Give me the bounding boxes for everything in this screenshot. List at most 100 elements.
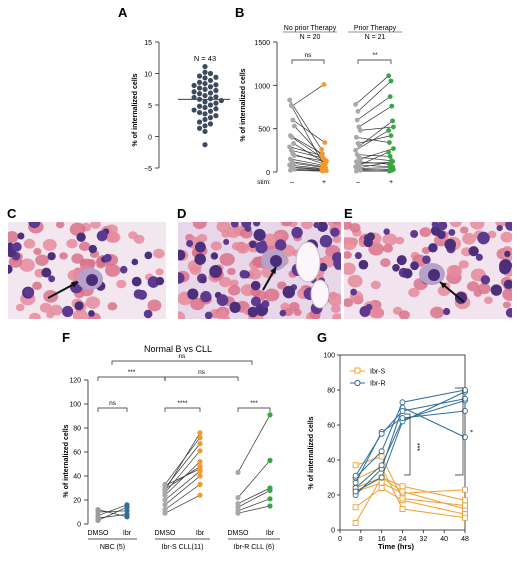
panel-b-pair-line <box>291 137 325 160</box>
panel-f-xtick-label: DMSO <box>155 530 177 537</box>
panel-b-point-unstim <box>354 168 359 174</box>
panel-a-ytick-label: −5 <box>144 166 152 173</box>
red-blood-cell <box>216 222 231 233</box>
lymphocyte-nucleus <box>17 232 25 240</box>
red-blood-cell <box>147 299 162 312</box>
panel-g-marker-ibr-s <box>399 483 406 490</box>
red-blood-cell <box>153 248 165 259</box>
panel-b-pair-line <box>357 135 392 144</box>
panel-f-point-dmso <box>162 502 168 508</box>
arrow-head-icon <box>440 282 447 289</box>
lymphocyte-nucleus <box>255 241 268 254</box>
panel-a-ytick-label: 5 <box>148 103 152 110</box>
lymphocyte-nucleus <box>230 222 239 228</box>
panel-g-series-line <box>355 455 466 506</box>
red-blood-cell <box>398 310 410 319</box>
panel-b-point-unstim <box>290 117 296 123</box>
red-blood-cell <box>19 258 35 272</box>
red-blood-cell <box>382 244 393 253</box>
panel-b-point-stim <box>391 124 396 130</box>
lymphocyte-nucleus <box>194 253 206 265</box>
panel-b-pair-line <box>355 75 389 105</box>
lymphocyte-nucleus <box>358 259 369 270</box>
red-blood-cell <box>370 280 381 290</box>
panel-f-pair-line <box>164 450 201 494</box>
panel-f-pair-line <box>164 475 201 506</box>
panel-b-stim-minus-1: – <box>290 179 294 186</box>
panel-g-xtick-label: 24 <box>399 536 407 543</box>
lymphocyte-nucleus <box>354 252 362 260</box>
lymphocyte-nucleus <box>475 253 483 261</box>
red-blood-cell <box>155 268 164 276</box>
lymphocyte-nucleus <box>209 264 223 278</box>
panel-g-marker-ibr-s <box>462 502 468 509</box>
red-blood-cell <box>178 311 186 319</box>
panel-f-pair-line <box>237 487 271 504</box>
red-blood-cell <box>248 268 262 280</box>
panel-f-point-ibr <box>197 435 203 441</box>
lymphocyte-nucleus <box>178 249 186 261</box>
red-blood-cell <box>66 238 78 249</box>
panel-f-point-dmso <box>162 507 168 513</box>
panel-f-point-dmso <box>162 483 168 489</box>
lymphocyte-nucleus <box>499 262 511 275</box>
panel-f-group-label: Ibr-S CLL(11) <box>162 544 204 551</box>
red-blood-cell <box>344 262 356 275</box>
macrophage-nucleus <box>270 255 282 267</box>
panel-b-point-stim <box>320 155 326 161</box>
red-blood-cell <box>15 303 25 312</box>
panel-f-group-label: Ibr-R CLL (6) <box>234 544 275 551</box>
panel-a-dot <box>213 74 219 80</box>
red-blood-cell <box>382 233 398 246</box>
micrograph-e <box>344 222 512 319</box>
lymphocyte-nucleus <box>74 301 84 311</box>
panel-f-ytick-label: 20 <box>73 498 81 505</box>
lymphocyte-nucleus <box>504 250 511 258</box>
panel-a-dot <box>207 121 214 127</box>
red-blood-cell <box>282 222 292 227</box>
panel-b-pair-line <box>289 99 322 150</box>
panel-letter-e: E <box>344 206 353 221</box>
panel-f-point-ibr <box>267 412 273 418</box>
panel-b-pair-line <box>291 84 325 107</box>
panel-g-marker-ibr-r <box>462 434 468 441</box>
panel-b-point-stim <box>321 82 327 87</box>
panel-g-ylabel: % of internalized cells <box>308 416 315 489</box>
lymphocyte-nucleus <box>468 246 479 257</box>
panel-f-point-dmso <box>162 486 168 492</box>
lymphocyte-nucleus <box>223 238 230 245</box>
panel-a-dot <box>196 73 203 79</box>
lymphocyte-nucleus <box>250 280 261 291</box>
red-blood-cell <box>78 241 91 252</box>
panel-f-sig-label: ns <box>109 400 117 407</box>
lymphocyte-nucleus <box>131 276 142 287</box>
panel-g-xtick-label: 32 <box>419 536 427 543</box>
panel-a-dot <box>196 103 203 109</box>
lymphocyte-nucleus <box>247 306 259 318</box>
panel-g-xtick-label: 40 <box>440 536 448 543</box>
panel-b-point-unstim <box>354 117 360 123</box>
panel-f-point-ibr <box>267 496 273 502</box>
panel-f-title: Normal B vs CLL <box>144 344 212 354</box>
lymphocyte-nucleus <box>319 234 333 248</box>
panel-a-dot <box>213 82 219 88</box>
panel-a-dot <box>207 115 214 121</box>
panel-a-dot <box>202 86 208 92</box>
micrograph-d-image <box>178 222 341 319</box>
panel-a-ytick-label: 10 <box>144 72 152 79</box>
panel-g-tick-group: 0 8 16 24 32 40 48 100 80 60 40 20 0 <box>323 353 469 544</box>
panel-g-marker-ibr-s <box>352 462 359 469</box>
panel-a-dot <box>196 119 203 125</box>
red-blood-cell <box>216 310 229 319</box>
panel-g-xtick-label: 16 <box>378 536 386 543</box>
lymphocyte-nucleus <box>250 296 261 307</box>
micrograph-c <box>8 222 166 319</box>
panel-f-pair-line <box>164 466 201 490</box>
panel-f-point-dmso <box>235 495 241 501</box>
red-blood-cell <box>330 304 341 313</box>
macrophage-nucleus <box>86 274 98 286</box>
panel-g-marker-ibr-s <box>352 520 359 526</box>
red-blood-cell <box>72 309 88 319</box>
panel-b-pair-line <box>357 154 391 157</box>
